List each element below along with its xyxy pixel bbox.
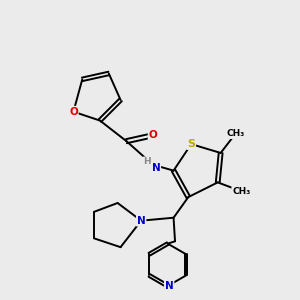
Text: CH₃: CH₃ xyxy=(232,187,250,196)
Text: N: N xyxy=(165,281,173,291)
Text: H: H xyxy=(143,157,151,166)
Text: O: O xyxy=(148,130,157,140)
Text: N: N xyxy=(137,216,146,226)
Text: O: O xyxy=(69,107,78,117)
Text: N: N xyxy=(152,163,160,173)
Text: S: S xyxy=(187,139,195,149)
Text: CH₃: CH₃ xyxy=(226,129,244,138)
